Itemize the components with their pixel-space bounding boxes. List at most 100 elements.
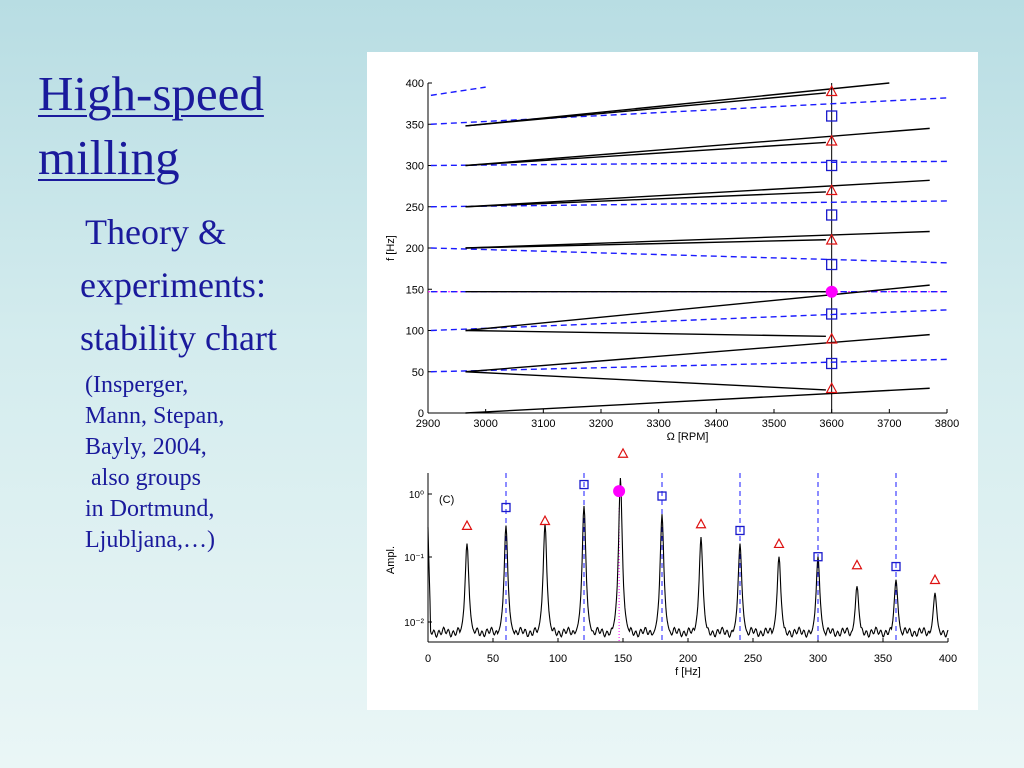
figure-svg: 2900 3000 3100 3200 3300 3400 3500 3600 3700 3800… bbox=[385, 78, 959, 678]
square-marker bbox=[826, 308, 838, 320]
x-tick-label: 0 bbox=[425, 653, 431, 665]
triangle-marker bbox=[825, 134, 838, 146]
slide-title-line: High-speed bbox=[38, 66, 264, 121]
y-axis-label: Ampl. bbox=[385, 546, 397, 574]
triangle-marker bbox=[929, 573, 941, 585]
y-tick-label: 300 bbox=[406, 161, 424, 173]
y-tick-label: 250 bbox=[406, 202, 424, 214]
solid-branch bbox=[465, 371, 826, 391]
y-tick-label: 150 bbox=[406, 284, 424, 296]
square-marker bbox=[826, 110, 838, 122]
reference-line: also groups bbox=[85, 465, 201, 491]
x-tick-label: 400 bbox=[939, 653, 957, 665]
x-tick-label: 3400 bbox=[704, 418, 728, 430]
solid-branch bbox=[465, 179, 930, 208]
dashed-branch bbox=[430, 247, 948, 264]
reference-line: Bayly, 2004, bbox=[85, 434, 207, 460]
square-marker bbox=[826, 159, 838, 172]
solid-branch bbox=[465, 92, 826, 127]
solid-branch bbox=[465, 230, 930, 249]
solid-branch bbox=[465, 191, 826, 208]
reference-line: Ljubljana,…) bbox=[85, 527, 215, 553]
x-tick-label: 3000 bbox=[473, 418, 497, 430]
stability-chart: 2900 3000 3100 3200 3300 3400 3500 3600 3700 3800… bbox=[385, 78, 959, 443]
square-marker bbox=[826, 258, 838, 271]
y-tick-label: 400 bbox=[406, 78, 424, 90]
x-tick-label: 300 bbox=[809, 653, 827, 665]
circle-marker bbox=[825, 285, 838, 298]
dashed-branch bbox=[430, 200, 948, 208]
y-tick-label: 350 bbox=[406, 119, 424, 131]
circle-marker bbox=[613, 485, 626, 498]
triangle-marker bbox=[851, 559, 863, 570]
x-tick-label: 3600 bbox=[819, 418, 843, 430]
spectrum-trace bbox=[427, 477, 949, 639]
square-marker bbox=[657, 491, 667, 501]
y-tick-label: 100 bbox=[406, 326, 424, 338]
x-tick-label: 150 bbox=[614, 653, 632, 665]
solid-branch bbox=[465, 239, 826, 249]
y-tick-label: 0 bbox=[418, 408, 424, 420]
reference-line: Mann, Stepan, bbox=[85, 403, 225, 429]
triangle-marker bbox=[825, 183, 838, 196]
triangle-marker bbox=[539, 514, 551, 526]
solid-branch bbox=[465, 387, 930, 414]
triangle-marker bbox=[461, 519, 473, 530]
y-tick-label: 200 bbox=[406, 243, 424, 255]
subtitle-line: experiments: bbox=[80, 265, 266, 305]
x-tick-label: 3500 bbox=[762, 418, 786, 430]
x-tick-label: 250 bbox=[744, 653, 762, 665]
reference-text: (Insperger, Mann, Stepan, Bayly, 2004, a… bbox=[85, 370, 355, 556]
square-marker bbox=[579, 479, 589, 490]
dashed-branch bbox=[430, 97, 948, 125]
triangle-marker bbox=[825, 332, 838, 344]
reference-line: (Insperger, bbox=[85, 372, 189, 398]
dashed-branch bbox=[430, 86, 486, 97]
x-tick-label: 3300 bbox=[646, 418, 670, 430]
x-tick-label: 350 bbox=[874, 653, 892, 665]
square-marker bbox=[501, 502, 511, 513]
figure-panel: 2900 3000 3100 3200 3300 3400 3500 3600 3700 3800… bbox=[367, 52, 978, 710]
solid-branch bbox=[465, 333, 930, 373]
triangle-marker bbox=[825, 84, 838, 97]
x-axis-label: f [Hz] bbox=[675, 666, 701, 678]
dashed-branch bbox=[430, 160, 948, 167]
slide-title-line: milling bbox=[38, 130, 180, 185]
subtitle-line: stability chart bbox=[80, 318, 277, 358]
square-marker bbox=[826, 357, 838, 370]
x-tick-label: 3200 bbox=[589, 418, 613, 430]
square-marker bbox=[813, 552, 823, 562]
triangle-marker bbox=[825, 233, 838, 245]
solid-branch bbox=[465, 141, 826, 167]
triangle-marker bbox=[825, 381, 838, 394]
reference-line: in Dortmund, bbox=[85, 496, 215, 522]
x-tick-label: 200 bbox=[679, 653, 697, 665]
solid-branch bbox=[465, 284, 930, 332]
y-tick-label: 10⁰ bbox=[409, 490, 424, 501]
y-tick-label: 50 bbox=[412, 367, 424, 379]
x-tick-label: 3700 bbox=[877, 418, 901, 430]
slide-subtitle: Theory & experiments: stability chart bbox=[80, 206, 365, 365]
y-axis-label: f [Hz] bbox=[385, 235, 397, 261]
solid-branch bbox=[465, 329, 826, 337]
dashed-branch bbox=[430, 309, 948, 332]
triangle-marker bbox=[695, 518, 707, 529]
triangle-marker bbox=[773, 537, 785, 549]
x-tick-label: 50 bbox=[487, 653, 499, 665]
subtitle-line: Theory & bbox=[85, 212, 226, 252]
square-marker bbox=[826, 209, 838, 221]
dashed-branch bbox=[430, 358, 948, 373]
solid-branch bbox=[465, 127, 930, 167]
x-tick-label: 2900 bbox=[416, 418, 440, 430]
panel-annotation: (C) bbox=[439, 494, 454, 506]
x-tick-label: 3800 bbox=[935, 418, 959, 430]
slide-title: High-speed milling bbox=[38, 62, 358, 190]
x-tick-label: 3100 bbox=[531, 418, 555, 430]
triangle-marker bbox=[617, 447, 629, 458]
y-tick-label: 10⁻¹ bbox=[404, 553, 424, 564]
square-marker bbox=[735, 525, 745, 536]
x-tick-label: 100 bbox=[549, 653, 567, 665]
spectrum-chart: 0 50 100 150 200 250 300 350 400 10⁰ 10⁻¹ 10⁻² f [Hz… bbox=[385, 447, 957, 678]
square-marker bbox=[891, 561, 901, 572]
y-tick-label: 10⁻² bbox=[404, 618, 424, 629]
